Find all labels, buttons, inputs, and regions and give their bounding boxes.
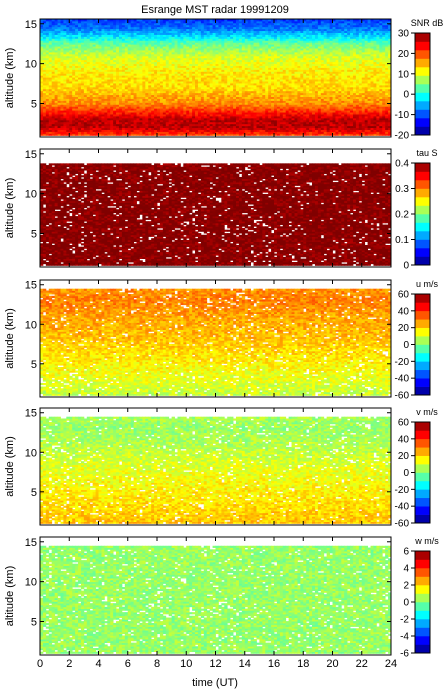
x-tick-label: 22 xyxy=(356,658,368,670)
x-tick-label: 24 xyxy=(385,658,397,670)
x-tick-label: 12 xyxy=(209,658,221,670)
colorbar-tick-label: -40 xyxy=(395,374,410,385)
y-tick-label: 15 xyxy=(25,537,37,549)
colorbar-tick-label: 0.3 xyxy=(395,184,409,195)
x-tick-label: 4 xyxy=(95,658,101,670)
y-tick-label: 10 xyxy=(25,189,37,201)
colorbar-tick-label: -20 xyxy=(395,131,410,142)
heatmap-5 xyxy=(40,545,392,654)
y-tick-label: 15 xyxy=(25,19,37,31)
x-axis-label: time (UT) xyxy=(192,677,238,689)
colorbar-label: w m/s xyxy=(414,536,439,546)
colorbar-tick-label: 0 xyxy=(403,261,409,272)
heatmap-1 xyxy=(40,19,392,136)
colorbar-tick-label: -40 xyxy=(395,502,410,513)
colorbar-2: tau S 0 0.1 0.2 0.3 0.4 xyxy=(395,148,437,272)
y-tick-label: 5 xyxy=(31,617,37,629)
colorbar-4: v m/s -60 -40 -20 0 20 40 60 xyxy=(395,407,439,530)
heatmap-2 xyxy=(40,163,392,266)
colorbar-tick-label: -60 xyxy=(395,519,410,530)
colorbar-tick-label: 10 xyxy=(398,69,410,80)
x-tick-label: 2 xyxy=(66,658,72,670)
x-tick-label: 20 xyxy=(326,658,338,670)
y-axis-label: altitude (km) xyxy=(4,566,16,627)
colorbar-tick-label: 0.1 xyxy=(395,235,409,246)
colorbar-tick-label: 0 xyxy=(403,90,409,101)
colorbar-label: v m/s xyxy=(416,407,438,417)
colorbar-tick-label: 40 xyxy=(398,306,410,317)
figure-title: Esrange MST radar 19991209 xyxy=(141,4,289,16)
y-tick-label: 10 xyxy=(25,59,37,71)
panel-2: 5 10 15 altitude (km) tau S 0 0.1 0.2 0.3 0.4 xyxy=(4,148,438,272)
y-tick-label: 15 xyxy=(25,280,37,292)
colorbar-tick-label: -60 xyxy=(395,391,410,402)
y-tick-label: 15 xyxy=(25,149,37,161)
colorbar-tick-label: 30 xyxy=(398,29,410,40)
colorbar-tick-label: 2 xyxy=(403,581,409,592)
colorbar-tick-label: -2 xyxy=(400,615,409,626)
colorbar-tick-label: 0.2 xyxy=(395,210,409,221)
colorbar-tick-label: -20 xyxy=(395,357,410,368)
x-tick-label: 14 xyxy=(239,658,251,670)
colorbar-label: tau S xyxy=(416,148,437,158)
y-tick-label: 5 xyxy=(31,229,37,241)
heatmap-3 xyxy=(40,288,392,396)
colorbar-tick-label: 0 xyxy=(403,468,409,479)
y-tick-label: 5 xyxy=(31,99,37,111)
colorbar-tick-label: 20 xyxy=(398,451,410,462)
colorbar-3: u m/s -60 -40 -20 0 20 40 60 xyxy=(395,279,439,402)
colorbar-tick-label: 20 xyxy=(398,49,410,60)
y-axis-label: altitude (km) xyxy=(4,436,16,497)
colorbar-tick-label: -6 xyxy=(400,649,409,660)
x-tick-label: 10 xyxy=(180,658,192,670)
x-tick-label: 18 xyxy=(297,658,309,670)
colorbar-tick-label: 60 xyxy=(398,418,410,429)
colorbar-1: SNR dB -20 -10 0 10 20 30 xyxy=(395,18,444,142)
colorbar-5: w m/s -6 -4 -2 0 2 4 6 xyxy=(400,536,439,660)
colorbar-tick-label: -10 xyxy=(395,110,410,121)
colorbar-tick-label: 0.4 xyxy=(395,159,409,170)
colorbar-tick-label: 20 xyxy=(398,323,410,334)
colorbar-label: SNR dB xyxy=(411,18,444,28)
y-tick-label: 10 xyxy=(25,319,37,331)
colorbar-tick-label: -20 xyxy=(395,485,410,496)
colorbar-tick-label: 0 xyxy=(403,598,409,609)
colorbar-tick-label: 0 xyxy=(403,340,409,351)
x-tick-label: 8 xyxy=(154,658,160,670)
panel-4: 5 10 15 altitude (km) v m/s -60 -40 -20 0 20 40 60 xyxy=(4,407,438,530)
y-tick-label: 10 xyxy=(25,447,37,459)
y-axis-label: altitude (km) xyxy=(4,178,16,239)
y-axis-label: altitude (km) xyxy=(4,308,16,369)
x-tick-label: 6 xyxy=(125,658,131,670)
y-axis-label: altitude (km) xyxy=(4,48,16,109)
x-tick-label: 0 xyxy=(37,658,43,670)
colorbar-tick-label: 6 xyxy=(403,547,409,558)
colorbar-tick-label: 40 xyxy=(398,434,410,445)
colorbar-tick-label: -4 xyxy=(400,632,409,643)
y-tick-label: 15 xyxy=(25,408,37,420)
y-tick-label: 5 xyxy=(31,487,37,499)
heatmap-4 xyxy=(40,416,392,524)
y-tick-label: 10 xyxy=(25,577,37,589)
panel-3: 5 10 15 altitude (km) u m/s -60 -40 -20 0 20 40 60 xyxy=(4,279,438,402)
y-tick-label: 5 xyxy=(31,359,37,371)
x-tick-label: 16 xyxy=(268,658,280,670)
colorbar-label: u m/s xyxy=(416,279,439,289)
colorbar-tick-label: 60 xyxy=(398,290,410,301)
colorbar-tick-label: 4 xyxy=(403,564,409,575)
panel-1: 5 10 15 altitude (km) SNR dB -20 -10 0 10 20 30 xyxy=(4,18,443,142)
